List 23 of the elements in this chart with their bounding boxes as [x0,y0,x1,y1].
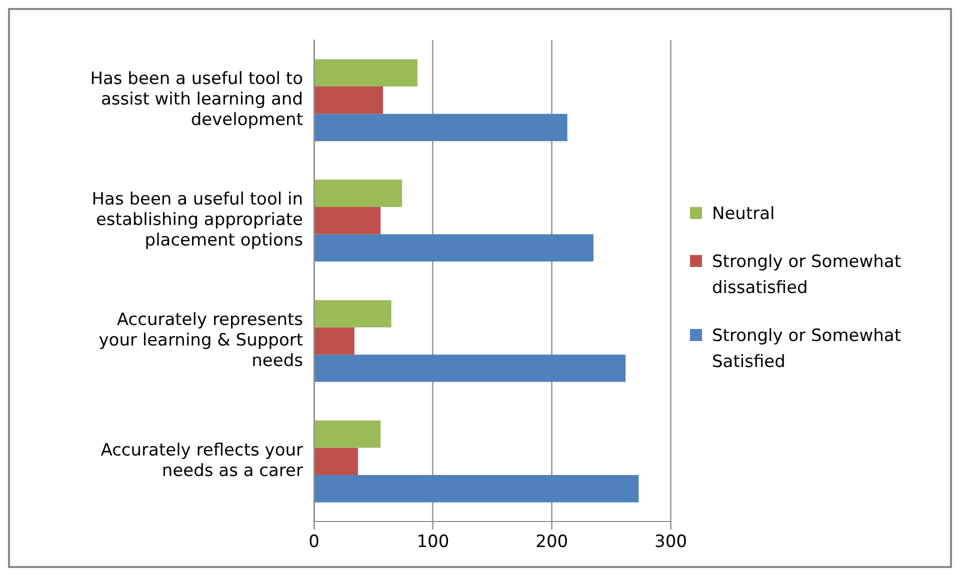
x-tick-label: 200 [536,532,568,552]
bar [314,234,594,262]
bar [314,354,626,382]
bar [314,300,392,328]
y-tick-label: Accurately represents your learning & Support needs [98,310,304,371]
y-tick-label: Has been a useful tool in establishing appropriate placement options [92,190,304,250]
bar [314,114,568,142]
x-tick-label: 0 [308,532,320,552]
bar [314,59,418,87]
x-tick-label: 300 [654,532,688,552]
bar [314,420,381,448]
legend-label: Neutral [712,203,775,226]
x-tick-label: 100 [416,532,450,552]
legend-label: Strongly or Somewhat Satisfied [712,325,902,374]
bar [314,86,383,114]
y-tick-label: Has been a useful tool to assist with learning and development [90,69,304,130]
bar [314,206,381,234]
bar [314,448,358,476]
bar [314,180,402,207]
bar [314,475,639,502]
legend-label: Strongly or Somewhat dissatisfied [712,251,902,300]
y-tick-label: Accurately reflects your needs as a carer [100,440,304,482]
bar [314,327,354,355]
